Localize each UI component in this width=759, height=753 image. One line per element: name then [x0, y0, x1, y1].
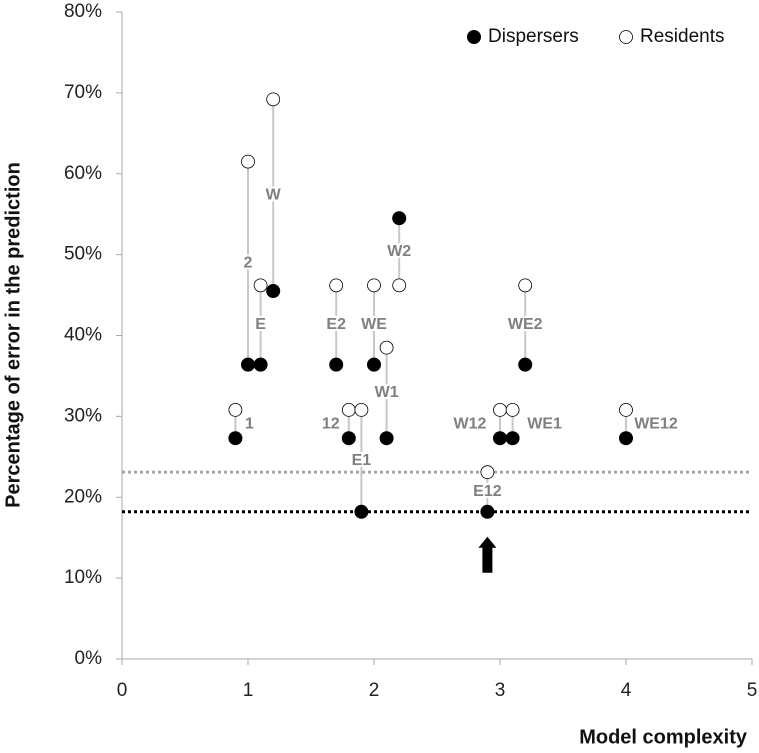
point-label: WE2 [508, 316, 543, 333]
x-tick-label: 3 [495, 680, 506, 701]
point-label: E2 [326, 316, 346, 333]
point [505, 403, 520, 417]
x-tick-label: 1 [243, 680, 254, 701]
point [341, 403, 356, 417]
point [392, 278, 407, 293]
point [480, 465, 495, 480]
point [518, 278, 533, 293]
point-label: WE [361, 316, 387, 333]
point-label: E1 [352, 452, 372, 469]
point [329, 278, 344, 293]
point [354, 403, 369, 417]
point [241, 357, 255, 372]
point [379, 340, 394, 355]
point-label: 2 [244, 254, 253, 271]
x-tick-label: 0 [117, 680, 128, 701]
point [493, 403, 507, 417]
point [341, 431, 356, 446]
point [518, 357, 533, 372]
legend-label: Residents [640, 26, 725, 47]
point [228, 403, 243, 417]
point [367, 357, 381, 372]
point [354, 504, 369, 519]
y-axis-title: Percentage of error in the prediction [2, 162, 24, 508]
point-label: WE1 [527, 415, 562, 432]
point-label: E [255, 316, 266, 333]
legend-marker [467, 30, 481, 44]
point-label: W2 [387, 243, 411, 260]
y-tick-label: 20% [64, 486, 102, 507]
point [253, 278, 268, 293]
point [266, 284, 281, 299]
point [619, 431, 633, 446]
y-tick-label: 80% [64, 1, 102, 22]
legend-marker [619, 30, 633, 44]
point-label: W1 [375, 384, 399, 401]
y-tick-label: 60% [64, 163, 102, 184]
point-label: W12 [454, 415, 487, 432]
point [329, 357, 344, 372]
point-label: WE12 [634, 415, 678, 432]
point-label: E12 [473, 483, 502, 500]
point-label: W [266, 186, 282, 203]
x-axis-title: Model complexity [579, 726, 748, 748]
arrow [478, 536, 497, 573]
point [228, 431, 243, 446]
y-tick-label: 40% [64, 325, 102, 346]
point-label: 1 [245, 415, 254, 432]
legend-label: Dispersers [488, 26, 579, 47]
point [253, 357, 268, 372]
y-tick-label: 10% [64, 567, 102, 588]
point [493, 431, 507, 446]
y-tick-label: 30% [64, 405, 102, 426]
y-tick-label: 70% [64, 82, 102, 103]
x-tick-label: 5 [747, 680, 758, 701]
y-tick-label: 50% [64, 244, 102, 265]
y-tick-label: 0% [75, 648, 103, 669]
point [619, 403, 633, 417]
point [241, 154, 255, 169]
point [379, 431, 394, 446]
point [505, 431, 520, 446]
point [266, 92, 281, 107]
point [392, 211, 407, 226]
point [480, 504, 495, 519]
x-tick-label: 4 [621, 680, 632, 701]
point [367, 278, 381, 293]
x-tick-label: 2 [369, 680, 380, 701]
point-label: 12 [322, 415, 340, 432]
